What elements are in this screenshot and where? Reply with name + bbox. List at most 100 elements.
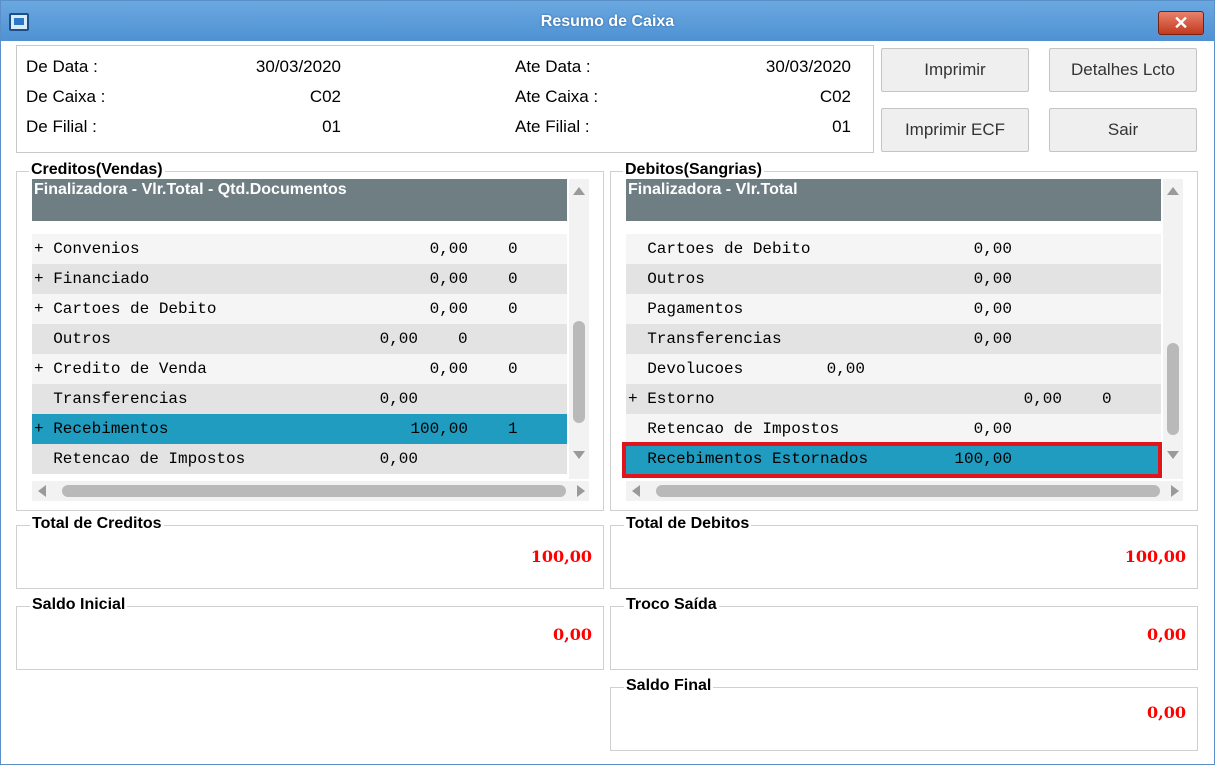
row-name: + Convenios xyxy=(34,240,140,258)
de-data-label: De Data : xyxy=(26,57,98,76)
content-area: De Data : 30/03/2020 De Caixa : C02 De F… xyxy=(8,41,1207,761)
table-row[interactable]: Recebimentos Estornados 100,00 xyxy=(626,444,1161,474)
table-row[interactable]: + Recebimentos 100,00 1 xyxy=(32,414,567,444)
creditos-vscroll[interactable] xyxy=(569,179,589,479)
de-filial-value: 01 xyxy=(322,117,341,136)
row-value: 0,00 xyxy=(973,330,1012,348)
row-value: 0,00 xyxy=(429,240,468,258)
row-name: + Credito de Venda xyxy=(34,360,207,378)
saldo-inicial-value: 0,00 xyxy=(553,625,592,644)
table-row[interactable]: Pagamentos 0,00 xyxy=(626,294,1161,324)
saldo-final-box xyxy=(610,687,1198,751)
ate-data-label: Ate Data : xyxy=(515,57,591,76)
table-row[interactable]: + Cartoes de Debito 0,00 0 xyxy=(32,294,567,324)
row-qty: 0 xyxy=(508,360,518,378)
debitos-vscroll[interactable] xyxy=(1163,179,1183,479)
table-row[interactable]: Retencao de Impostos 0,00 xyxy=(32,444,567,474)
troco-saida-box xyxy=(610,606,1198,670)
row-value: 100,00 xyxy=(410,420,468,438)
row-name: Retencao de Impostos xyxy=(628,420,840,438)
row-value: 100,00 xyxy=(954,450,1012,468)
scroll-thumb[interactable] xyxy=(1167,343,1179,435)
ate-filial-value: 01 xyxy=(832,117,851,136)
total-debitos-label: Total de Debitos xyxy=(624,515,752,533)
imprimir-button[interactable]: Imprimir xyxy=(881,48,1029,92)
table-row[interactable]: Transferencias 0,00 xyxy=(626,324,1161,354)
debitos-hscroll[interactable] xyxy=(626,481,1183,501)
scroll-left-icon[interactable] xyxy=(38,485,46,497)
scroll-down-icon[interactable] xyxy=(573,451,585,459)
row-name: + Recebimentos xyxy=(34,420,169,438)
scroll-right-icon[interactable] xyxy=(577,485,585,497)
troco-saida-value: 0,00 xyxy=(1147,625,1186,644)
row-qty: 0 xyxy=(1102,390,1112,408)
row-value: 0,00 xyxy=(379,450,418,468)
row-value: 0,00 xyxy=(973,240,1012,258)
creditos-grid[interactable]: Finalizadora - Vlr.Total - Qtd.Documento… xyxy=(32,179,567,479)
row-value: 0,00 xyxy=(973,270,1012,288)
close-button[interactable]: ✕ xyxy=(1158,11,1204,35)
row-name: + Estorno xyxy=(628,390,715,408)
row-qty: 1 xyxy=(508,420,518,438)
row-value: 0,00 xyxy=(379,390,418,408)
total-debitos-value: 100,00 xyxy=(1124,547,1186,566)
debitos-grid-header: Finalizadora - Vlr.Total xyxy=(626,179,1161,221)
row-qty: 0 xyxy=(508,240,518,258)
scroll-thumb[interactable] xyxy=(62,485,566,497)
row-name: Outros xyxy=(628,270,705,288)
creditos-group xyxy=(16,171,604,511)
total-debitos-box xyxy=(610,525,1198,589)
table-row[interactable]: Outros 0,00 xyxy=(626,264,1161,294)
scroll-right-icon[interactable] xyxy=(1171,485,1179,497)
ate-filial-label: Ate Filial : xyxy=(515,117,590,136)
row-name: Pagamentos xyxy=(628,300,744,318)
scroll-thumb[interactable] xyxy=(573,321,585,423)
row-name: Transferencias xyxy=(628,330,782,348)
scroll-thumb[interactable] xyxy=(656,485,1160,497)
row-value: 0,00 xyxy=(973,420,1012,438)
scroll-up-icon[interactable] xyxy=(1167,187,1179,195)
row-name: Recebimentos Estornados xyxy=(628,450,869,468)
table-row[interactable]: Transferencias 0,00 xyxy=(32,384,567,414)
table-row[interactable]: + Financiado 0,00 0 xyxy=(32,264,567,294)
creditos-hscroll[interactable] xyxy=(32,481,589,501)
table-row[interactable]: + Estorno 0,00 0 xyxy=(626,384,1161,414)
row-value: 0,00 xyxy=(826,360,865,378)
debitos-group xyxy=(610,171,1198,511)
table-row[interactable]: Devolucoes 0,00 xyxy=(626,354,1161,384)
de-filial-label: De Filial : xyxy=(26,117,97,136)
row-value: 0,00 xyxy=(973,300,1012,318)
row-qty: 0 xyxy=(508,270,518,288)
saldo-final-value: 0,00 xyxy=(1147,703,1186,722)
row-name: Devolucoes xyxy=(628,360,744,378)
ate-caixa-value: C02 xyxy=(819,87,851,106)
saldo-inicial-label: Saldo Inicial xyxy=(30,596,128,614)
table-row[interactable]: Cartoes de Debito 0,00 xyxy=(626,234,1161,264)
debitos-grid[interactable]: Finalizadora - Vlr.Total Cartoes de Debi… xyxy=(626,179,1161,479)
ate-caixa-label: Ate Caixa : xyxy=(515,87,599,106)
detalhes-lcto-button[interactable]: Detalhes Lcto xyxy=(1049,48,1197,92)
troco-saida-label: Troco Saída xyxy=(624,596,719,614)
window-title: Resumo de Caixa xyxy=(540,13,675,30)
table-row[interactable]: Retencao de Impostos 0,00 xyxy=(626,414,1161,444)
row-name: Outros xyxy=(34,330,111,348)
table-row[interactable]: Outros 0,00 0 xyxy=(32,324,567,354)
sair-button[interactable]: Sair xyxy=(1049,108,1197,152)
row-name: + Financiado xyxy=(34,270,150,288)
imprimir-ecf-button[interactable]: Imprimir ECF xyxy=(881,108,1029,152)
saldo-inicial-box xyxy=(16,606,604,670)
saldo-final-label: Saldo Final xyxy=(624,677,714,695)
scroll-left-icon[interactable] xyxy=(632,485,640,497)
row-name: + Cartoes de Debito xyxy=(34,300,217,318)
scroll-down-icon[interactable] xyxy=(1167,451,1179,459)
creditos-title: Creditos(Vendas) xyxy=(29,161,165,179)
row-value: 0,00 xyxy=(379,330,418,348)
row-name: Retencao de Impostos xyxy=(34,450,246,468)
title-bar[interactable]: Resumo de Caixa ✕ xyxy=(1,1,1214,41)
table-row[interactable]: + Credito de Venda 0,00 0 xyxy=(32,354,567,384)
scroll-up-icon[interactable] xyxy=(573,187,585,195)
highlight-box xyxy=(622,442,1162,478)
app-icon xyxy=(9,13,29,31)
table-row[interactable]: + Convenios 0,00 0 xyxy=(32,234,567,264)
